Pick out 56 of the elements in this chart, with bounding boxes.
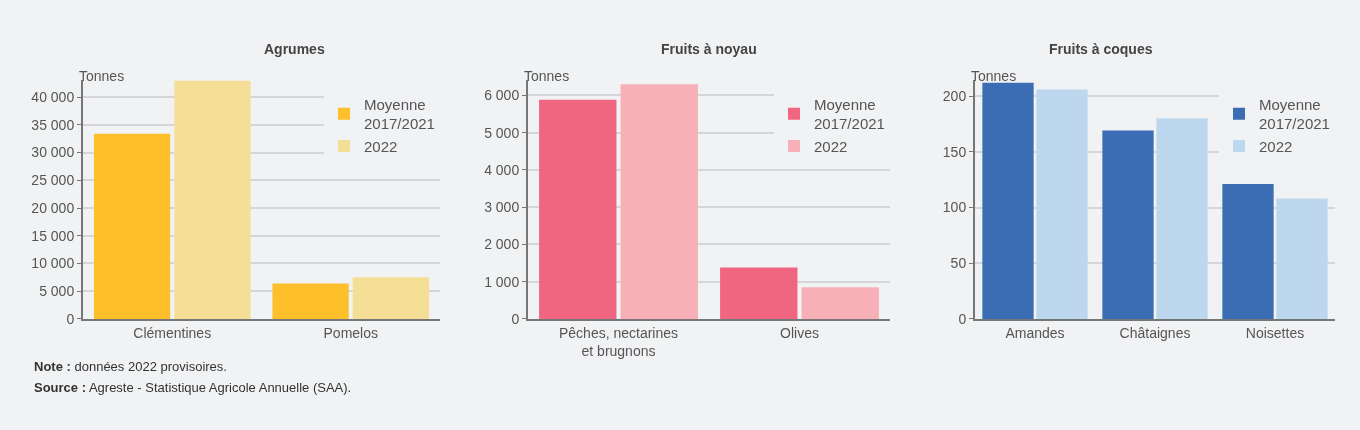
y-tick-label: 25 000 (31, 172, 75, 189)
bar (1276, 198, 1328, 319)
y-tick-label: 50 (950, 255, 967, 272)
y-tick-label: 15 000 (31, 227, 75, 244)
y-tick-label: 100 (942, 199, 967, 216)
y-tick-label: 3 000 (484, 199, 520, 216)
x-tick-label: Olives (780, 324, 819, 341)
y-tick-label: 4 000 (484, 161, 520, 178)
y-tick-label: 0 (511, 310, 520, 327)
bar (539, 99, 617, 319)
bar (272, 283, 349, 319)
bar (1222, 184, 1274, 319)
legend-label: 2022 (1259, 137, 1293, 155)
bar (1156, 118, 1208, 319)
bar (982, 82, 1034, 319)
y-axis-title: Tonnes (524, 68, 570, 84)
x-tick-label: Châtaignes (1119, 324, 1191, 341)
y-axis-title: Tonnes (971, 68, 1017, 84)
y-tick-label: 35 000 (31, 116, 75, 133)
x-tick-label: Pêches, nectarines et brugnons (558, 324, 679, 359)
bar (352, 277, 430, 319)
bar (1036, 89, 1088, 319)
y-tick-label: 2 000 (484, 236, 520, 253)
y-tick-label: 0 (66, 310, 75, 327)
y-tick-label: 6 000 (484, 87, 520, 104)
chart-title: Fruits à noyau (661, 41, 757, 57)
source-note: Source : Agreste - Statistique Agricole Annuelle (SAA). (34, 380, 352, 395)
legend-label: 2022 (364, 137, 398, 155)
x-tick-label: Noisettes (1245, 324, 1305, 341)
chart-title: Fruits à coques (1049, 41, 1153, 57)
x-tick-label: Pomelos (323, 324, 378, 341)
legend-label: 2022 (814, 137, 848, 155)
y-axis-title: Tonnes (79, 68, 125, 84)
x-tick-label: Amandes (1005, 324, 1065, 341)
bar (720, 267, 798, 319)
y-tick-label: 40 000 (31, 89, 75, 106)
y-tick-label: 5 000 (484, 124, 520, 141)
y-tick-label: 1 000 (484, 273, 520, 290)
legend-label: Moyenne 2017/2021 (814, 95, 885, 133)
y-tick-label: 20 000 (31, 199, 75, 216)
bar (174, 80, 251, 319)
x-tick-label: Clémentines (133, 324, 212, 341)
y-tick-label: 5 000 (39, 283, 75, 300)
y-tick-label: 150 (942, 143, 967, 160)
text: Note : données 2022 provisoires. (34, 359, 227, 374)
y-tick-label: 30 000 (31, 144, 75, 161)
legend-label: Moyenne 2017/2021 (1259, 95, 1330, 133)
legend-label: Moyenne 2017/2021 (364, 95, 435, 133)
bar (801, 287, 879, 319)
bar (1102, 130, 1154, 319)
bar (93, 133, 171, 319)
y-tick-label: 0 (958, 310, 967, 327)
y-tick-label: 200 (942, 87, 967, 104)
bar (620, 84, 698, 319)
y-tick-label: 10 000 (31, 255, 75, 272)
chart-title: Agrumes (264, 41, 325, 57)
